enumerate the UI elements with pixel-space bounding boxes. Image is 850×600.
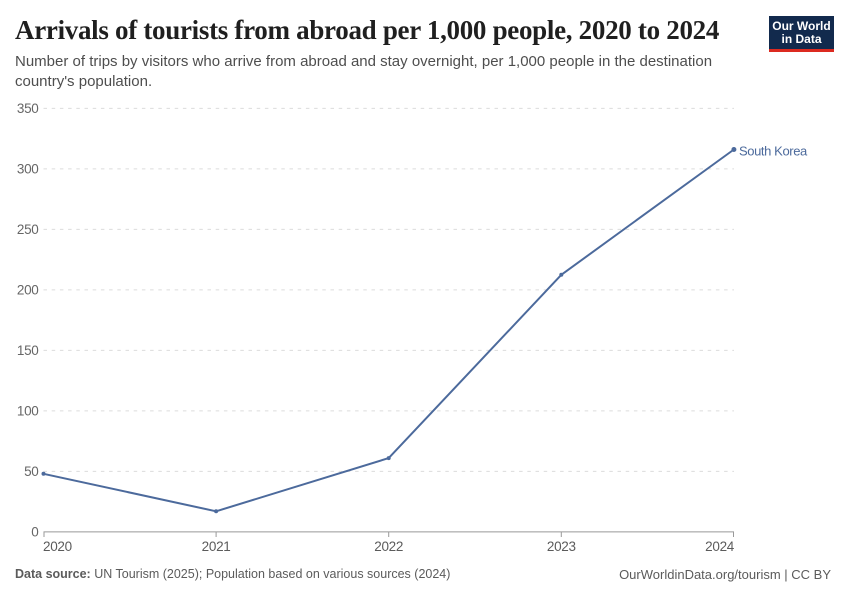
- svg-text:300: 300: [17, 162, 39, 177]
- svg-text:100: 100: [17, 404, 39, 419]
- svg-text:2022: 2022: [374, 539, 403, 554]
- svg-text:150: 150: [17, 343, 39, 358]
- svg-text:South Korea: South Korea: [739, 143, 808, 158]
- svg-text:50: 50: [24, 464, 38, 479]
- svg-text:2021: 2021: [202, 539, 231, 554]
- svg-text:200: 200: [17, 283, 39, 298]
- svg-text:250: 250: [17, 222, 39, 237]
- svg-text:2023: 2023: [547, 539, 576, 554]
- svg-text:2020: 2020: [43, 539, 72, 554]
- svg-text:2024: 2024: [705, 539, 735, 554]
- svg-text:350: 350: [17, 101, 39, 116]
- svg-text:0: 0: [31, 525, 38, 540]
